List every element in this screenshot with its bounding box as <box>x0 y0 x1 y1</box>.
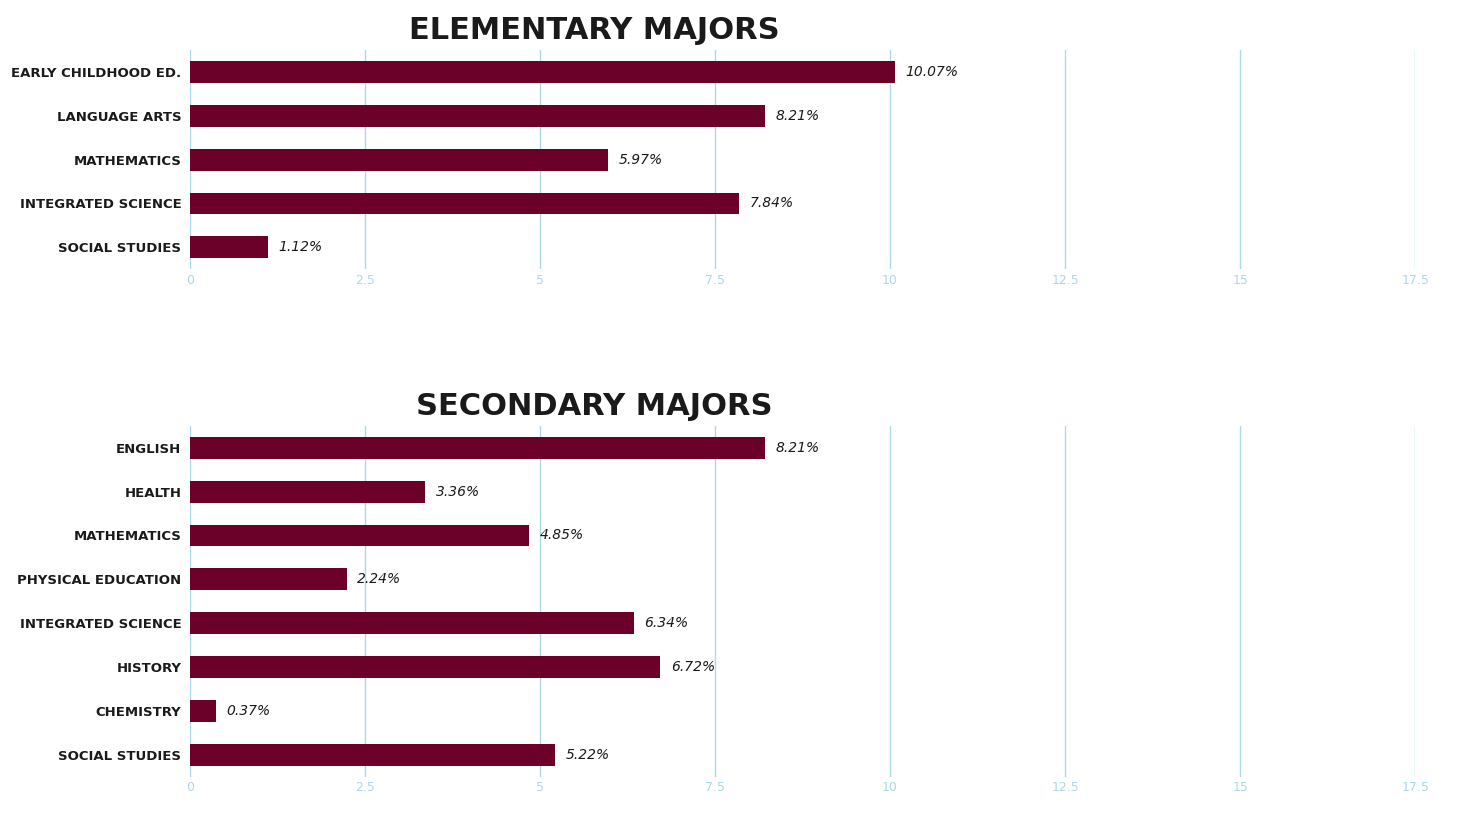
Text: 5.22%: 5.22% <box>566 747 610 762</box>
Text: 4.85%: 4.85% <box>540 529 584 543</box>
Bar <box>190 656 661 678</box>
Bar <box>190 236 268 258</box>
Text: 5.97%: 5.97% <box>619 153 662 167</box>
Bar <box>190 700 216 721</box>
Text: 6.34%: 6.34% <box>645 616 689 630</box>
Bar <box>190 149 608 170</box>
Text: 7.84%: 7.84% <box>750 196 794 210</box>
Text: 1.12%: 1.12% <box>279 240 322 255</box>
Text: 8.21%: 8.21% <box>775 109 820 123</box>
Bar <box>190 524 530 546</box>
Bar <box>190 437 765 458</box>
Text: 10.07%: 10.07% <box>906 65 959 79</box>
Text: 6.72%: 6.72% <box>671 660 715 674</box>
Bar <box>190 569 347 590</box>
Text: 2.24%: 2.24% <box>357 572 401 586</box>
Text: 3.36%: 3.36% <box>435 484 480 498</box>
Text: 8.21%: 8.21% <box>775 441 820 455</box>
Bar <box>190 105 765 127</box>
Bar <box>190 61 894 83</box>
Title: SECONDARY MAJORS: SECONDARY MAJORS <box>416 392 772 421</box>
Bar <box>190 612 633 634</box>
Bar <box>190 481 425 503</box>
Text: 0.37%: 0.37% <box>226 704 270 718</box>
Bar <box>190 744 556 766</box>
Bar <box>190 193 738 215</box>
Title: ELEMENTARY MAJORS: ELEMENTARY MAJORS <box>409 16 779 45</box>
